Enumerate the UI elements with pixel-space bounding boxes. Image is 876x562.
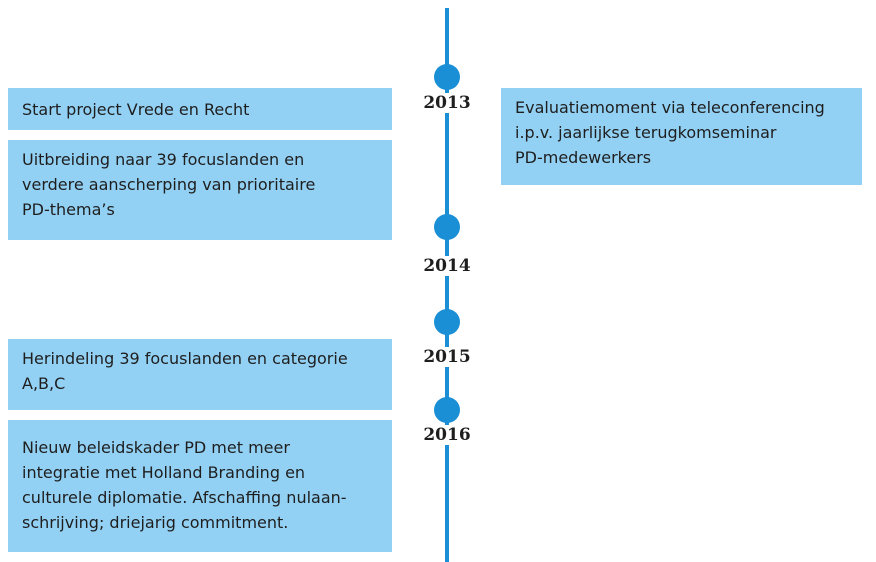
event-text: A,B,C [22,374,66,393]
event-box: Uitbreiding naar 39 focuslanden en verder… [8,140,392,240]
event-text: schrijving; driejarig commitment. [22,513,289,532]
event-text: Uitbreiding naar 39 focuslanden en [22,150,305,169]
event-text: PD-thema’s [22,200,115,219]
event-box: Herindeling 39 focuslanden en categorie A… [8,339,392,410]
event-text: integratie met Holland Branding en [22,463,306,482]
event-box: Evaluatiemoment via teleconferencing i.p.… [501,88,862,185]
year-label: 2013 [407,93,487,113]
year-label: 2015 [407,347,487,367]
year-label: 2014 [407,256,487,276]
event-text: Herindeling 39 focuslanden en categorie [22,349,348,368]
event-text: Evaluatiemoment via teleconferencing [515,98,825,117]
marker [434,397,460,423]
event-text: Start project Vrede en Recht [22,100,250,119]
event-text: Nieuw beleidskader PD met meer [22,438,290,457]
marker [434,64,460,90]
event-text: PD-medewerkers [515,148,652,167]
event-text: culturele diplomatie. Afschaffing nulaan… [22,488,347,507]
marker [434,309,460,335]
event-box: Start project Vrede en Recht [8,88,392,130]
event-text: verdere aanscherping van prioritaire [22,175,316,194]
marker [434,214,460,240]
year-label: 2016 [407,425,487,445]
event-text: i.p.v. jaarlijkse terugkomseminar [515,123,777,142]
event-box: Nieuw beleidskader PD met meer integratie… [8,420,392,552]
